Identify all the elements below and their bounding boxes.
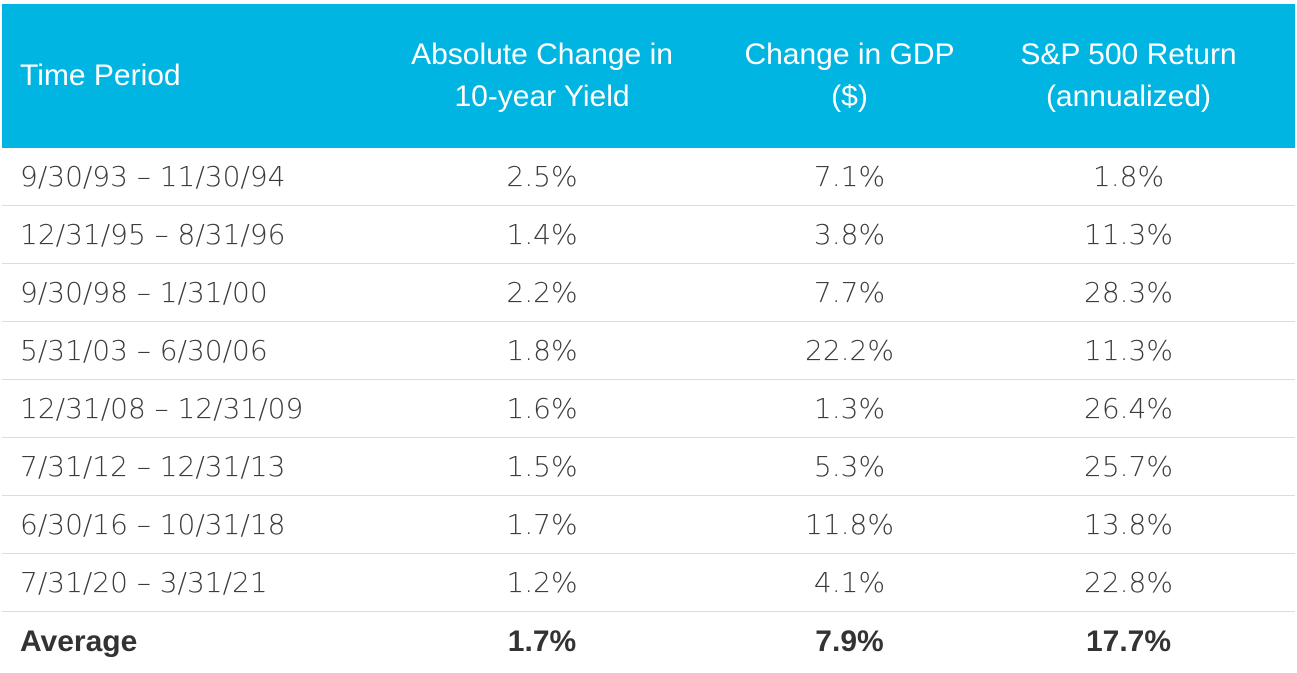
header-sp-line2: (annualized) bbox=[1045, 80, 1212, 113]
cell-period: 7/31/20 – 3/31/21 bbox=[20, 566, 268, 599]
header-time-period: Time Period bbox=[2, 55, 347, 97]
header-time-period-label: Time Period bbox=[20, 59, 181, 92]
cell-sp: 22.8% bbox=[1084, 566, 1173, 599]
cell-sp: 11.3% bbox=[1084, 218, 1173, 251]
table-row: 9/30/93 – 11/30/94 2.5% 7.1% 1.8% bbox=[2, 148, 1295, 206]
cell-period: 7/31/12 – 12/31/13 bbox=[20, 450, 286, 483]
cell-yield: 1.4% bbox=[506, 218, 578, 251]
header-sp500-return: S&P 500 Return (annualized) bbox=[962, 34, 1295, 118]
cell-yield: 1.7% bbox=[506, 508, 578, 541]
table-row: 7/31/12 – 12/31/13 1.5% 5.3% 25.7% bbox=[2, 438, 1295, 496]
header-yield-line2: 10-year Yield bbox=[454, 80, 630, 113]
table-row: 12/31/95 – 8/31/96 1.4% 3.8% 11.3% bbox=[2, 206, 1295, 264]
cell-yield: 2.2% bbox=[506, 276, 578, 309]
table-row: 7/31/20 – 3/31/21 1.2% 4.1% 22.8% bbox=[2, 554, 1295, 612]
header-gdp-line1: Change in GDP bbox=[744, 38, 955, 71]
cell-gdp: 3.8% bbox=[813, 218, 886, 251]
cell-yield: 2.5% bbox=[506, 160, 578, 193]
table-row: 12/31/08 – 12/31/09 1.6% 1.3% 26.4% bbox=[2, 380, 1295, 438]
average-gdp: 7.9% bbox=[815, 625, 884, 658]
cell-period: 6/30/16 – 10/31/18 bbox=[20, 508, 286, 541]
cell-sp: 28.3% bbox=[1084, 276, 1173, 309]
cell-yield: 1.6% bbox=[506, 392, 578, 425]
cell-gdp: 4.1% bbox=[813, 566, 886, 599]
header-sp-line1: S&P 500 Return bbox=[1020, 38, 1237, 71]
header-gdp-line2: ($) bbox=[831, 80, 868, 113]
cell-yield: 1.8% bbox=[506, 334, 578, 367]
cell-period: 9/30/93 – 11/30/94 bbox=[20, 160, 286, 193]
cell-gdp: 7.1% bbox=[813, 160, 886, 193]
data-table: Time Period Absolute Change in 10-year Y… bbox=[2, 4, 1295, 672]
cell-yield: 1.5% bbox=[506, 450, 578, 483]
average-row: Average 1.7% 7.9% 17.7% bbox=[2, 612, 1295, 672]
table-row: 5/31/03 – 6/30/06 1.8% 22.2% 11.3% bbox=[2, 322, 1295, 380]
cell-gdp: 22.2% bbox=[805, 334, 894, 367]
header-gdp-change: Change in GDP ($) bbox=[737, 34, 962, 118]
cell-gdp: 1.3% bbox=[813, 392, 886, 425]
header-yield-line1: Absolute Change in bbox=[411, 38, 673, 71]
cell-sp: 11.3% bbox=[1084, 334, 1173, 367]
cell-sp: 1.8% bbox=[1092, 160, 1165, 193]
average-sp: 17.7% bbox=[1085, 625, 1172, 658]
table-row: 9/30/98 – 1/31/00 2.2% 7.7% 28.3% bbox=[2, 264, 1295, 322]
cell-period: 12/31/95 – 8/31/96 bbox=[20, 218, 286, 251]
cell-gdp: 5.3% bbox=[813, 450, 886, 483]
cell-yield: 1.2% bbox=[506, 566, 578, 599]
cell-gdp: 7.7% bbox=[813, 276, 886, 309]
cell-period: 5/31/03 – 6/30/06 bbox=[20, 334, 268, 367]
cell-sp: 26.4% bbox=[1084, 392, 1173, 425]
cell-period: 12/31/08 – 12/31/09 bbox=[20, 392, 304, 425]
average-label: Average bbox=[20, 625, 138, 658]
average-yield: 1.7% bbox=[507, 625, 577, 658]
header-yield-change: Absolute Change in 10-year Yield bbox=[347, 34, 737, 118]
cell-gdp: 11.8% bbox=[805, 508, 894, 541]
cell-sp: 25.7% bbox=[1084, 450, 1173, 483]
table-header: Time Period Absolute Change in 10-year Y… bbox=[2, 4, 1295, 148]
table-row: 6/30/16 – 10/31/18 1.7% 11.8% 13.8% bbox=[2, 496, 1295, 554]
cell-sp: 13.8% bbox=[1084, 508, 1173, 541]
cell-period: 9/30/98 – 1/31/00 bbox=[20, 276, 268, 309]
